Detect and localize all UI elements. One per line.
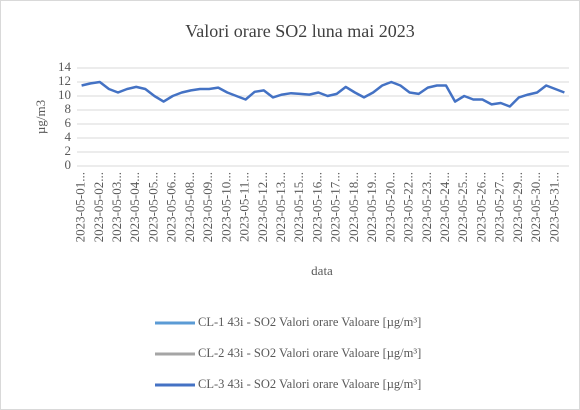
y-tick-label: 0: [65, 157, 72, 172]
x-tick-label: 2023-05-25...: [455, 172, 470, 242]
x-tick-label: 2023-05-03...: [109, 172, 124, 242]
x-tick-label: 2023-05-17...: [328, 172, 343, 242]
x-tick-label: 2023-05-18...: [346, 172, 361, 242]
x-tick-label: 2023-05-02...: [91, 172, 106, 242]
y-tick-label: 12: [58, 73, 71, 88]
y-tick-label: 8: [65, 101, 72, 116]
chart-title: Valori orare SO2 luna mai 2023: [185, 21, 414, 41]
x-tick-label: 2023-05-16...: [309, 172, 324, 242]
y-tick-label: 4: [65, 129, 72, 144]
x-tick-label: 2023-05-31...: [546, 172, 561, 242]
x-tick-label: 2023-05-27...: [492, 172, 507, 242]
y-tick-label: 6: [65, 115, 72, 130]
x-tick-label: 2023-05-09...: [200, 172, 215, 242]
x-tick-label: 2023-05-19...: [364, 172, 379, 242]
y-tick-label: 14: [58, 59, 72, 74]
x-tick-label: 2023-05-20...: [382, 172, 397, 242]
x-tick-label: 2023-05-22...: [401, 172, 416, 242]
x-tick-label: 2023-05-30...: [528, 172, 543, 242]
series-line: [81, 80, 565, 108]
x-tick-label: 2023-05-24...: [437, 172, 452, 242]
x-tick-label: 2023-05-11...: [237, 172, 252, 242]
y-tick-label: 10: [58, 87, 71, 102]
x-tick-label: 2023-05-13...: [273, 172, 288, 242]
x-axis-label: data: [311, 263, 333, 278]
x-tick-label: 2023-05-05...: [145, 172, 160, 242]
x-tick-label: 2023-05-04...: [127, 172, 142, 242]
x-tick-label: 2023-05-06...: [164, 172, 179, 242]
y-tick-label: 2: [65, 143, 72, 158]
x-tick-label: 2023-05-23...: [419, 172, 434, 242]
x-tick-label: 2023-05-08...: [182, 172, 197, 242]
x-tick-label: 2023-05-12...: [255, 172, 270, 242]
legend-label: CL-3 43i - SO2 Valori orare Valoare [µg/…: [198, 377, 421, 391]
x-tick-label: 2023-05-10...: [218, 172, 233, 242]
legend-label: CL-2 43i - SO2 Valori orare Valoare [µg/…: [198, 346, 421, 360]
y-axis-label: µg/m3: [33, 100, 48, 134]
x-tick-label: 2023-05-01...: [73, 172, 88, 242]
x-tick-label: 2023-05-26...: [473, 172, 488, 242]
x-tick-label: 2023-05-15...: [291, 172, 306, 242]
x-tick-label: 2023-05-29...: [510, 172, 525, 242]
legend-label: CL-1 43i - SO2 Valori orare Valoare [µg/…: [198, 315, 421, 329]
